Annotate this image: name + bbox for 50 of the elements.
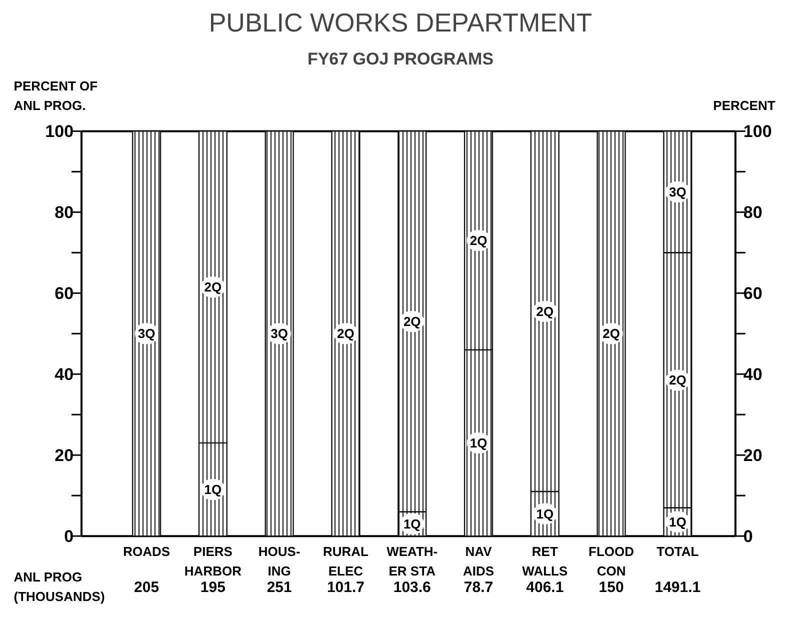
text: 78.7 (464, 579, 494, 596)
y2-tick-label: 20 (743, 446, 762, 466)
text: 1491.1 (654, 579, 701, 596)
text: ANL PROG (THOUSANDS) (14, 569, 105, 604)
series-label: 3Q (138, 326, 156, 342)
text: 1Q (669, 514, 686, 530)
y2-tick-label: 0 (743, 527, 753, 546)
text: 205 (134, 579, 160, 596)
chart-subtitle: FY67 GOJ PROGRAMS (307, 50, 494, 68)
text: 1Q (536, 506, 554, 522)
y-tick-label: 0 (64, 527, 74, 546)
text: 2Q (403, 314, 421, 329)
text: 2Q (470, 233, 488, 248)
text: 2Q (602, 326, 620, 342)
x-tick-label: WEATH- ER STA (386, 544, 438, 579)
x-tick-label: NAV AIDS (462, 544, 494, 579)
y-tick-label: 20 (54, 446, 74, 466)
y-tick-label: 40 (54, 365, 74, 384)
x-tick-label: HOUS- ING (258, 544, 300, 579)
text: 406.1 (526, 579, 564, 596)
text: 3Q (270, 326, 288, 342)
y-axis-title: PERCENT OF ANL PROG. (14, 78, 98, 113)
x-tick-label: ROADS (123, 544, 170, 560)
x-tick-label: RURAL ELEC (322, 544, 369, 579)
text: 150 (598, 579, 624, 596)
x-tick-label: PIERS HARBOR (184, 544, 242, 579)
y-tick-label: 100 (45, 122, 74, 142)
y2-tick-label: 60 (743, 284, 762, 304)
text: 2Q (536, 304, 554, 319)
text: 103.6 (393, 579, 431, 596)
x-tick-label: TOTAL (656, 544, 699, 560)
y2-tick-label: 100 (743, 122, 772, 142)
text: 3Q (669, 184, 686, 200)
y-tick-label: 80 (54, 203, 74, 222)
text: 2Q (337, 326, 354, 342)
chart-title: PUBLIC WORKS DEPARTMENT (208, 8, 592, 38)
y-tick-label: 60 (54, 284, 74, 304)
text: 1Q (204, 482, 222, 498)
series-label: 1Q (403, 516, 421, 532)
series-label: 2Q (204, 280, 222, 295)
x-tick-label: RET WALLS (522, 544, 568, 579)
y2-tick-label: 80 (743, 203, 762, 222)
text: 101.7 (326, 579, 365, 596)
text: 1Q (470, 435, 488, 450)
x-tick-label: FLOOD CON (588, 544, 634, 579)
y2-axis-title: PERCENT (713, 98, 776, 113)
text: 195 (200, 579, 226, 596)
text: 2Q (669, 372, 686, 388)
text: 251 (266, 579, 292, 596)
y2-tick-label: 40 (743, 365, 762, 384)
